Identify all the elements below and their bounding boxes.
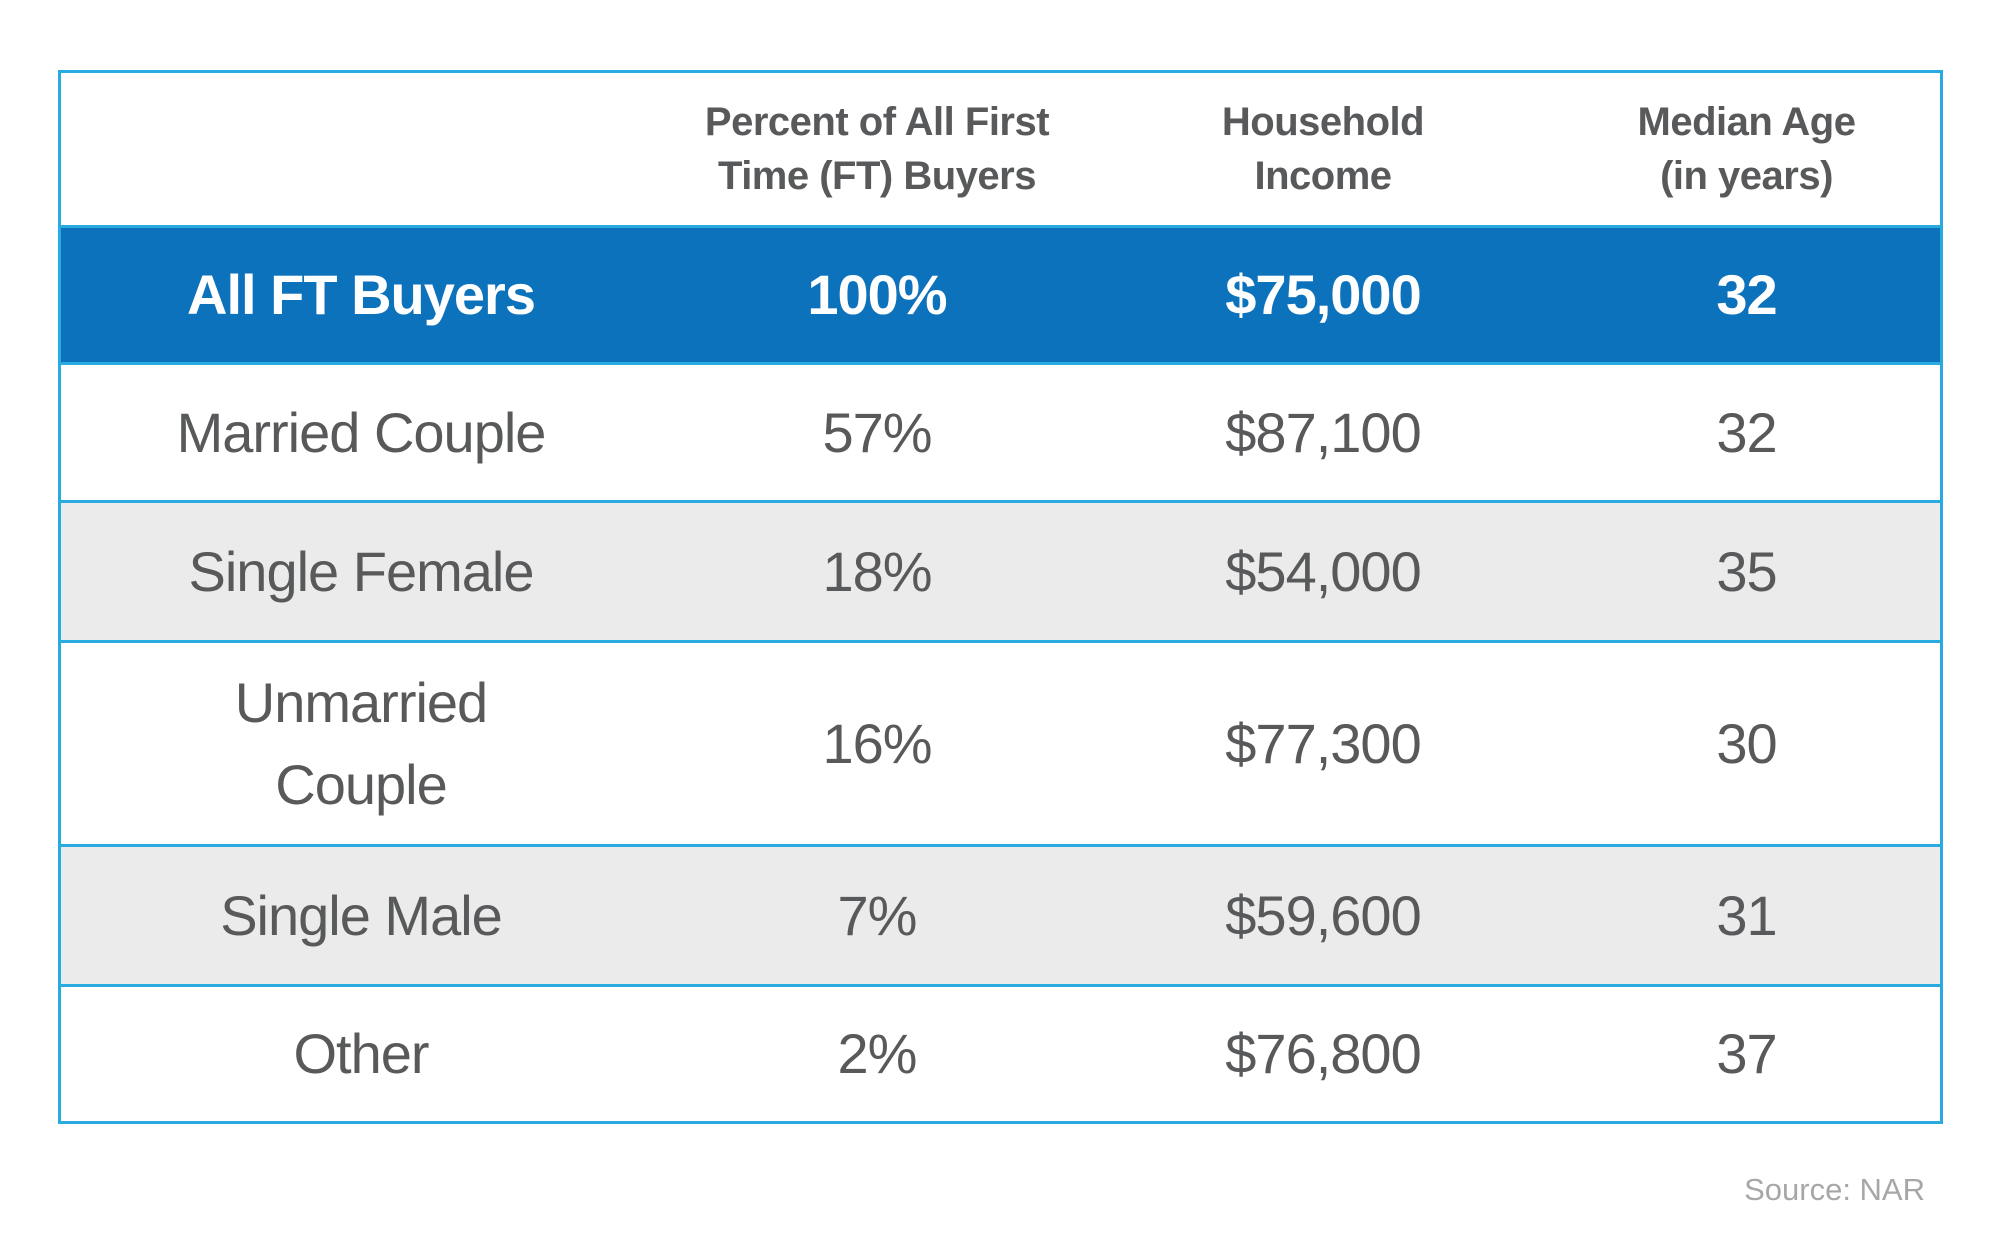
header-cell-income: Household Income <box>1221 100 1425 198</box>
row-label: Other <box>293 1022 429 1086</box>
table-row-other: Other 2% $76,800 37 <box>61 984 1940 1121</box>
row-label: Married Couple <box>176 400 547 464</box>
table-row-single-male: Single Male 7% $59,600 31 <box>61 844 1940 984</box>
percent-value: 2% <box>837 1022 918 1086</box>
age-value: 30 <box>1716 711 1777 775</box>
header-cell-age: Median Age (in years) <box>1637 100 1857 198</box>
income-value: $54,000 <box>1225 539 1421 603</box>
age-value: 31 <box>1716 883 1777 947</box>
table-row-unmarried-couple: Unmarried Couple 16% $77,300 30 <box>61 640 1940 844</box>
header-cell-percent: Percent of All First Time (FT) Buyers <box>704 100 1050 198</box>
row-label: Unmarried Couple <box>234 671 488 816</box>
row-label: Single Male <box>220 883 503 947</box>
income-value: $77,300 <box>1225 711 1421 775</box>
table-row-married-couple: Married Couple 57% $87,100 32 <box>61 362 1940 500</box>
income-value: $87,100 <box>1225 400 1421 464</box>
row-label: All FT Buyers <box>187 263 536 327</box>
source-note: Source: NAR <box>1744 1172 1925 1207</box>
table-row-all-ft-buyers: All FT Buyers 100% $75,000 32 <box>61 225 1940 362</box>
age-value: 37 <box>1716 1022 1777 1086</box>
age-value: 32 <box>1716 400 1777 464</box>
header-cell-blank <box>61 73 661 225</box>
percent-value: 100% <box>807 263 947 327</box>
income-value: $75,000 <box>1225 263 1421 327</box>
percent-value: 57% <box>822 400 932 464</box>
percent-value: 7% <box>837 883 918 947</box>
income-value: $59,600 <box>1225 883 1421 947</box>
income-value: $76,800 <box>1225 1022 1421 1086</box>
table-row-single-female: Single Female 18% $54,000 35 <box>61 500 1940 640</box>
row-label: Single Female <box>188 539 535 603</box>
first-time-buyers-table: Percent of All First Time (FT) Buyers Ho… <box>58 70 1943 1124</box>
age-value: 32 <box>1716 263 1777 327</box>
header-row: Percent of All First Time (FT) Buyers Ho… <box>61 73 1940 225</box>
percent-value: 18% <box>822 539 932 603</box>
age-value: 35 <box>1716 539 1777 603</box>
percent-value: 16% <box>822 711 932 775</box>
